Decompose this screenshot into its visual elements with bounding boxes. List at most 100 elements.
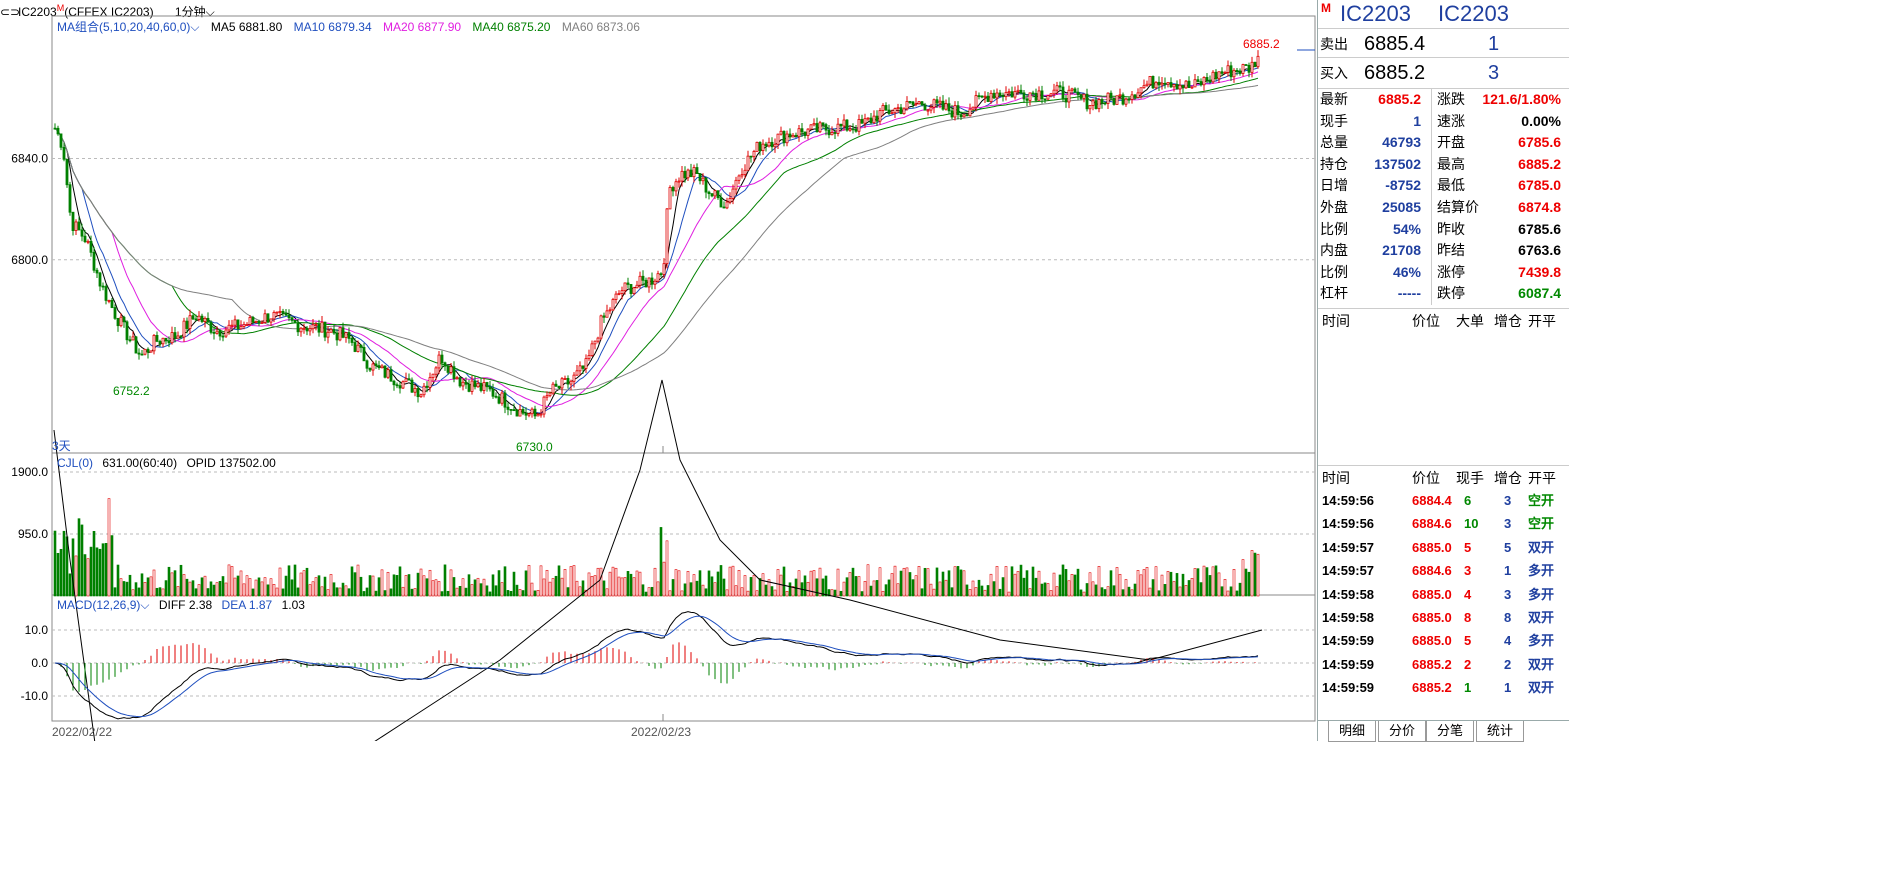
volume-bar — [281, 588, 285, 597]
candle-body — [1196, 79, 1200, 82]
candle-body — [794, 134, 798, 138]
volume-bar — [1184, 585, 1188, 597]
ma-combo-dropdown[interactable]: MA组合(5,10,20,40,60,0)⌵ — [57, 20, 200, 34]
chain-link-icon[interactable]: ⊂⊃ — [0, 5, 21, 19]
volume-bar — [806, 581, 810, 597]
candle-body — [551, 383, 555, 394]
candle-body — [479, 382, 483, 391]
ask-row[interactable]: 卖出 6885.4 1 — [1318, 28, 1569, 57]
candle-body — [566, 378, 570, 385]
volume-bar — [956, 566, 960, 597]
volume-bar — [878, 567, 882, 597]
open-interest-value: OPID 137502.00 — [186, 456, 276, 470]
volume-bar — [491, 574, 495, 597]
volume-bar — [752, 575, 756, 597]
candle-body — [314, 324, 318, 326]
volume-bar — [182, 574, 186, 597]
quote-label: 杠杆 — [1320, 285, 1348, 302]
tick-row[interactable]: 14:59:59 6885.0 5 4 多开 — [1318, 629, 1569, 652]
tick-row[interactable]: 14:59:58 6885.0 8 8 双开 — [1318, 606, 1569, 629]
tick-price: 6885.2 — [1412, 680, 1452, 696]
col-vol: 现手 — [1456, 470, 1484, 486]
tick-row[interactable]: 14:59:58 6885.0 4 3 多开 — [1318, 583, 1569, 606]
volume-bar — [788, 582, 792, 597]
candle-body — [473, 380, 477, 388]
candle-body — [569, 380, 573, 385]
candle-body — [1214, 71, 1218, 80]
tick-price: 6885.0 — [1412, 610, 1452, 625]
volume-bar — [350, 566, 354, 597]
volume-bar — [410, 588, 414, 597]
days-label[interactable]: 3天 — [52, 439, 71, 453]
candle-body — [1208, 79, 1212, 83]
candle-body — [662, 263, 666, 275]
tab-1[interactable]: 分价 — [1378, 721, 1427, 742]
candle-body — [734, 179, 738, 190]
volume-bar — [998, 588, 1002, 597]
candle-body — [200, 315, 204, 322]
volume-bar — [1064, 569, 1068, 597]
volume-bar — [863, 580, 867, 597]
volume-bar — [311, 581, 315, 597]
candle-body — [749, 155, 753, 158]
volume-bar — [1139, 574, 1143, 597]
candle-body — [1103, 102, 1107, 105]
tick-header: 时间 价位 现手 增仓 开平 — [1318, 465, 1569, 490]
volume-bar — [407, 574, 411, 597]
candle-body — [1064, 98, 1068, 103]
candle-body — [779, 130, 783, 135]
candle-body — [791, 134, 795, 138]
volume-bar — [1100, 587, 1104, 597]
candle-body — [242, 324, 246, 327]
candle-body — [974, 95, 978, 108]
tick-row[interactable]: 14:59:56 6884.6 10 3 空开 — [1318, 512, 1569, 535]
candle-body — [1073, 88, 1077, 93]
volume-bar — [632, 577, 636, 597]
volume-bar — [125, 581, 129, 597]
candle-body — [404, 378, 408, 383]
quote-label: 日增 — [1320, 177, 1348, 194]
candle-body — [920, 101, 924, 106]
volume-bar — [605, 588, 609, 597]
candle-body — [1067, 89, 1071, 103]
volume-bar — [1049, 590, 1053, 597]
volume-bar — [215, 582, 219, 597]
tick-row[interactable]: 14:59:59 6885.2 2 2 双开 — [1318, 653, 1569, 676]
candle-body — [635, 284, 639, 289]
tab-0[interactable]: 明细 — [1328, 721, 1377, 742]
candle-body — [761, 143, 765, 152]
volume-indicator-label[interactable]: CJL(0) — [57, 456, 94, 470]
tab-3[interactable]: 统计 — [1476, 721, 1525, 742]
volume-bar — [101, 543, 105, 597]
candle-body — [335, 332, 339, 341]
kline-chart[interactable]: 6840.0 6800.0 1900.0 950.0 10.0 0.0 -10.0 — [0, 0, 1316, 741]
volume-bar — [602, 580, 606, 597]
tick-row[interactable]: 14:59:56 6884.4 6 3 空开 — [1318, 489, 1569, 512]
tick-row[interactable]: 14:59:59 6885.2 1 1 双开 — [1318, 676, 1569, 699]
volume-bar — [1202, 565, 1206, 597]
candle-body — [116, 317, 120, 327]
big-order-header: 时间 价位 大单 增仓 开平 — [1318, 308, 1569, 333]
candle-body — [452, 366, 456, 380]
candle-body — [170, 332, 174, 344]
volume-bar — [422, 575, 426, 597]
candle-body — [800, 128, 804, 133]
volume-bar — [293, 564, 297, 597]
candle-body — [356, 344, 360, 352]
quote-value: 21708 — [1382, 242, 1421, 259]
candle-body — [155, 335, 159, 342]
candle-body — [659, 273, 663, 276]
tick-row[interactable]: 14:59:57 6885.0 5 5 双开 — [1318, 536, 1569, 559]
volume-tick-label: 1900.0 — [11, 465, 48, 479]
candle-body — [1217, 71, 1221, 80]
bid-row[interactable]: 买入 6885.2 3 — [1318, 57, 1569, 86]
tick-row[interactable]: 14:59:57 6884.6 3 1 多开 — [1318, 559, 1569, 582]
tab-2[interactable]: 分笔 — [1426, 721, 1475, 742]
candle-body — [557, 385, 561, 389]
candle-body — [491, 388, 495, 397]
volume-bar — [266, 584, 270, 597]
candle-body — [1052, 89, 1056, 95]
ma-legend: MA组合(5,10,20,40,60,0)⌵ MA5 6881.80 MA10 … — [57, 18, 640, 35]
macd-dropdown[interactable]: MACD(12,26,9)⌵ — [57, 598, 149, 612]
volume-value: 631.00(60:40) — [102, 456, 178, 470]
